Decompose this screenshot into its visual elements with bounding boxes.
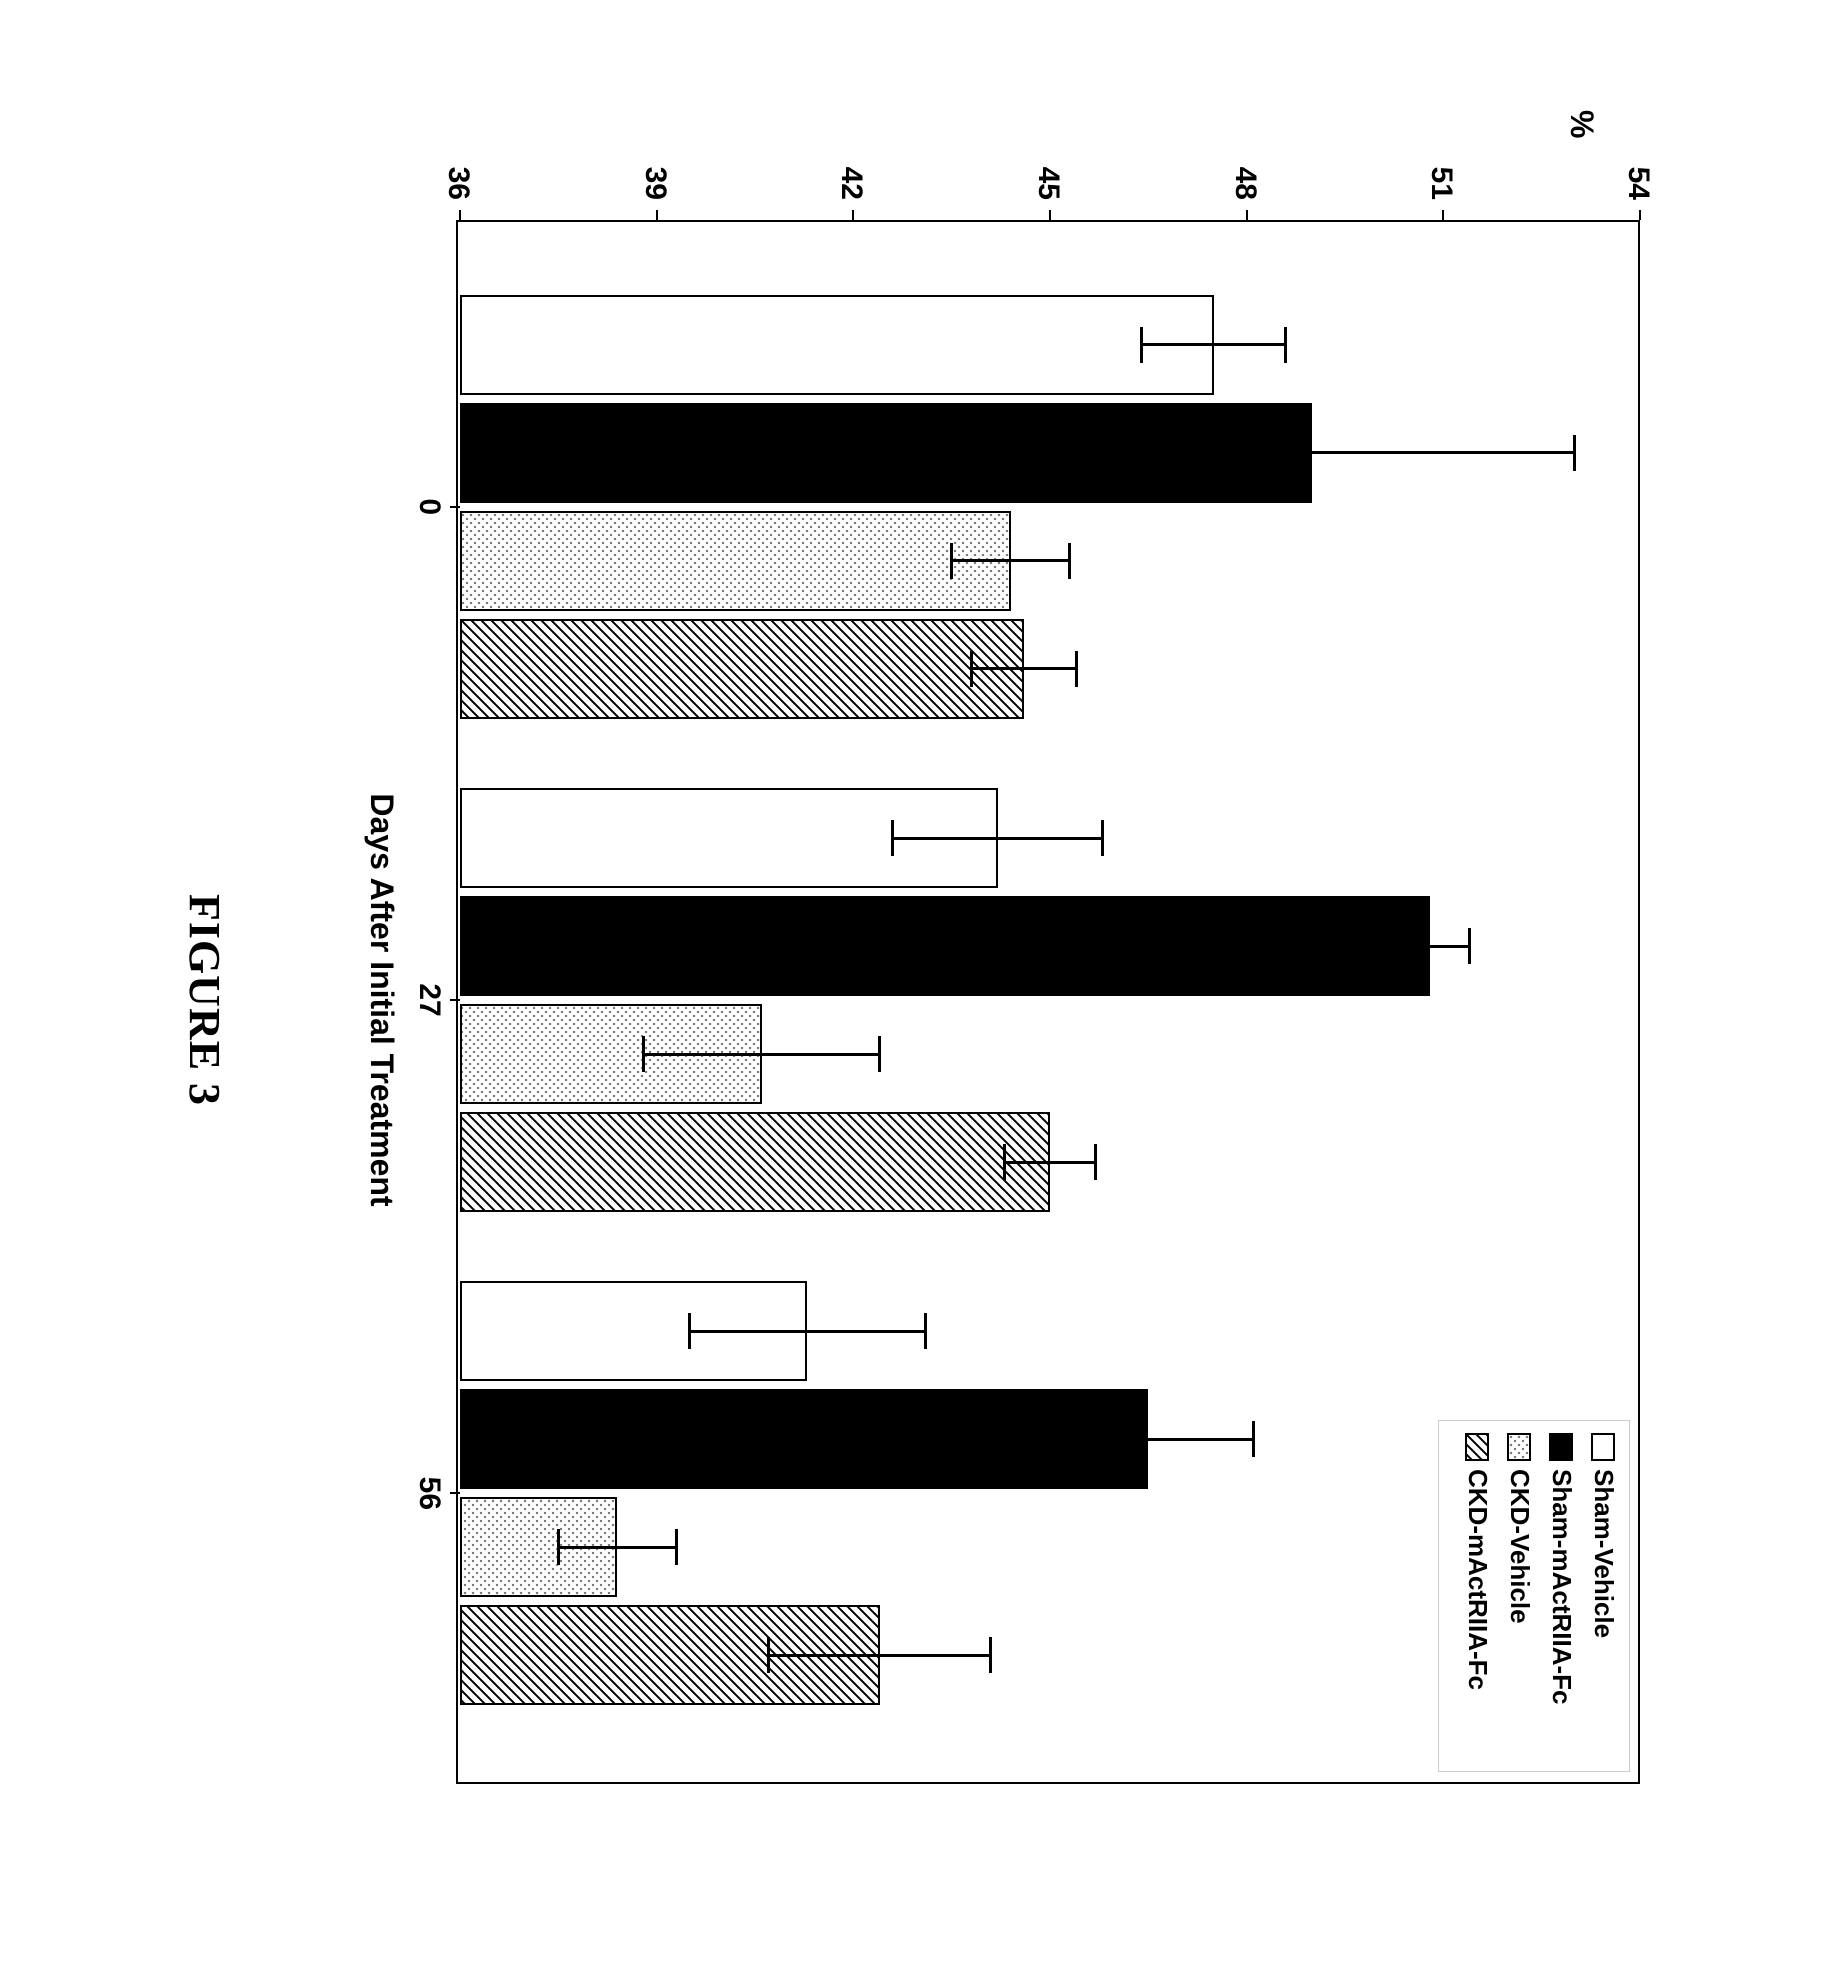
y-tick-mark — [1246, 210, 1248, 220]
errorbar-cap — [1140, 327, 1143, 363]
legend-label: Sham-Vehicle — [1588, 1469, 1619, 1638]
y-tick-mark — [459, 210, 461, 220]
legend-item: CKD-mActRIIA-Fc — [1462, 1433, 1493, 1690]
errorbar-line — [768, 1654, 991, 1657]
x-tick-mark — [450, 999, 460, 1001]
x-tick-label: 27 — [412, 983, 446, 1016]
errorbar-cap — [1468, 928, 1471, 964]
errorbar-cap — [1094, 1144, 1097, 1180]
errorbar-cap — [1049, 435, 1052, 471]
legend-swatch — [1508, 1433, 1532, 1461]
errorbar-line — [558, 1546, 676, 1549]
errorbar-cap — [1252, 1421, 1255, 1457]
errorbar-cap — [1573, 435, 1576, 471]
errorbar-line — [1050, 451, 1574, 454]
y-tick-mark — [1442, 210, 1444, 220]
y-tick-mark — [1639, 210, 1641, 220]
errorbar-line — [1142, 343, 1286, 346]
y-tick-mark — [1049, 210, 1051, 220]
errorbar-cap — [924, 1313, 927, 1349]
x-tick-label: 56 — [412, 1477, 446, 1510]
errorbar-cap — [1389, 928, 1392, 964]
page: % Days After Initial Treatment FIGURE 3 … — [0, 0, 1825, 1962]
legend-item: CKD-Vehicle — [1504, 1433, 1535, 1624]
errorbar-cap — [1075, 651, 1078, 687]
errorbar-cap — [1003, 1144, 1006, 1180]
errorbar-line — [893, 837, 1103, 840]
errorbar-line — [1004, 1161, 1096, 1164]
bar — [460, 896, 1430, 996]
legend-item: Sham-mActRIIA-Fc — [1546, 1433, 1577, 1704]
errorbar-line — [1391, 945, 1470, 948]
y-tick-mark — [656, 210, 658, 220]
errorbar-cap — [688, 1313, 691, 1349]
x-tick-label: 0 — [412, 498, 446, 515]
bar — [460, 619, 1024, 719]
errorbar-line — [1043, 1438, 1253, 1441]
errorbar-cap — [1285, 327, 1288, 363]
errorbar-cap — [642, 1036, 645, 1072]
y-tick-mark — [852, 210, 854, 220]
x-axis-label: Days After Initial Treatment — [363, 793, 400, 1206]
chart: % Days After Initial Treatment FIGURE 3 … — [100, 50, 1700, 1850]
errorbar-cap — [557, 1529, 560, 1565]
errorbar-cap — [878, 1036, 881, 1072]
errorbar-cap — [950, 543, 953, 579]
x-tick-mark — [450, 506, 460, 508]
errorbar-cap — [767, 1637, 770, 1673]
legend-label: CKD-Vehicle — [1504, 1469, 1535, 1624]
errorbar-cap — [990, 1637, 993, 1673]
legend-swatch — [1592, 1433, 1616, 1461]
bar — [460, 1112, 1050, 1212]
errorbar-cap — [1042, 1421, 1045, 1457]
x-tick-mark — [450, 1492, 460, 1494]
errorbar-cap — [1101, 820, 1104, 856]
errorbar-cap — [1068, 543, 1071, 579]
legend: Sham-Vehicle Sham-mActRIIA-Fc CKD-Vehicle C… — [1438, 1420, 1630, 1772]
rotated-container: % Days After Initial Treatment FIGURE 3 … — [100, 50, 1700, 1850]
bar — [460, 295, 1214, 395]
legend-swatch — [1550, 1433, 1574, 1461]
y-axis-label: % — [1563, 110, 1600, 138]
errorbar-cap — [891, 820, 894, 856]
errorbar-line — [971, 667, 1076, 670]
legend-swatch — [1466, 1433, 1490, 1461]
legend-label: CKD-mActRIIA-Fc — [1462, 1469, 1493, 1690]
errorbar-cap — [675, 1529, 678, 1565]
legend-item: Sham-Vehicle — [1588, 1433, 1619, 1638]
errorbar-cap — [970, 651, 973, 687]
errorbar-line — [952, 559, 1070, 562]
bar — [460, 511, 1011, 611]
figure-caption: FIGURE 3 — [179, 894, 230, 1106]
legend-label: Sham-mActRIIA-Fc — [1546, 1469, 1577, 1704]
errorbar-line — [644, 1053, 880, 1056]
errorbar-line — [689, 1330, 925, 1333]
